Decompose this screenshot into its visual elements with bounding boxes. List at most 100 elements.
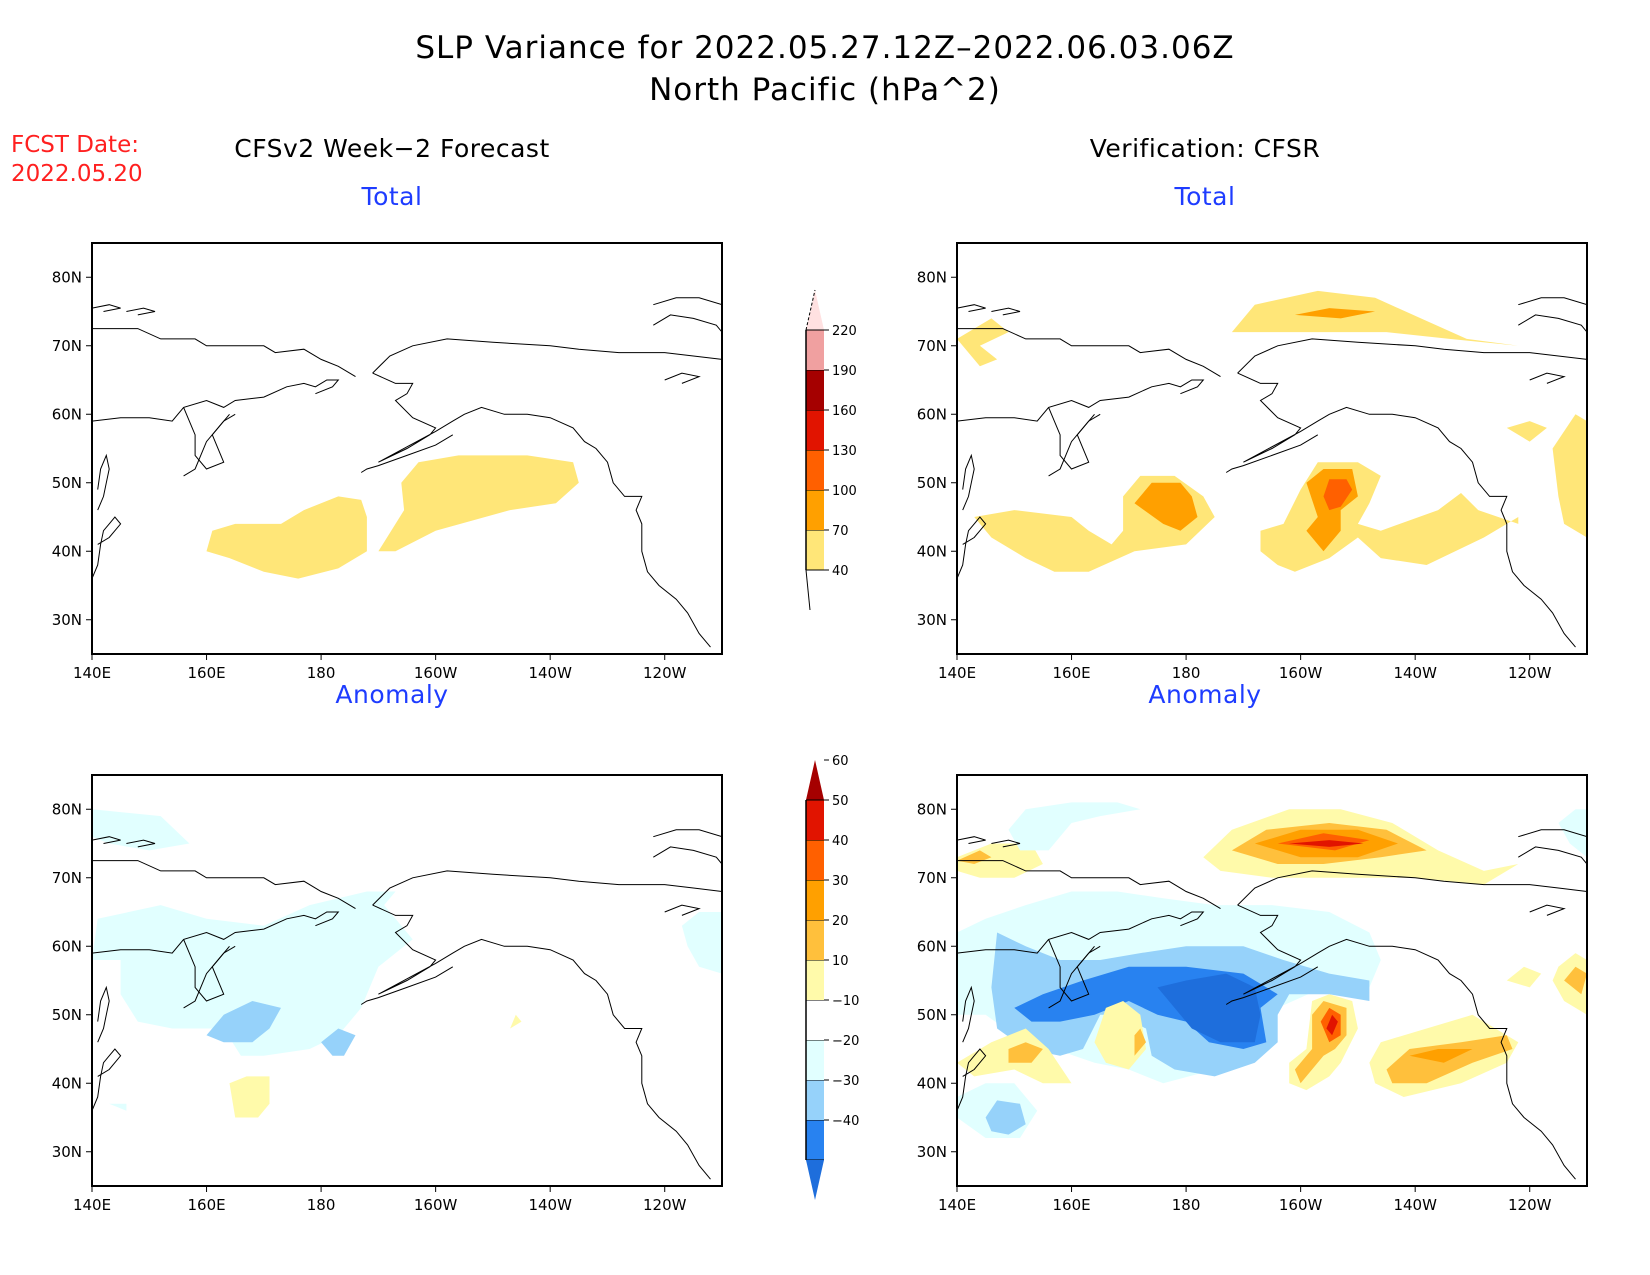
y-tick-label: 70N — [52, 869, 82, 887]
coastline — [957, 836, 986, 844]
colorbar-label: 10 — [832, 954, 849, 969]
coastline — [372, 904, 711, 1180]
coastline — [957, 328, 1221, 378]
shaded-region — [1326, 1014, 1338, 1036]
coastline — [372, 870, 722, 906]
chart-title-line2: North Pacific (hPa^2) — [649, 72, 1001, 108]
shaded-region — [1008, 802, 1141, 851]
coastline — [664, 372, 701, 384]
colorbar-segment — [806, 800, 824, 840]
colorbar-label: −10 — [832, 994, 859, 1009]
panel-title-forecast-anomaly: Anomaly — [335, 680, 449, 709]
x-tick-label: 140E — [938, 664, 976, 682]
shaded-region — [1289, 840, 1364, 847]
shaded-region — [957, 318, 1009, 367]
y-tick-label: 80N — [52, 800, 82, 818]
x-tick-label: 140W — [1393, 664, 1437, 682]
colorbar-label: 70 — [832, 524, 849, 539]
coastline — [653, 829, 722, 838]
y-tick-label: 40N — [52, 1074, 82, 1092]
x-tick-label: 120W — [643, 1196, 687, 1214]
y-tick-label: 50N — [917, 1006, 947, 1024]
x-tick-label: 160E — [1052, 664, 1090, 682]
coastline — [372, 338, 722, 374]
shaded-region — [1134, 1028, 1146, 1056]
x-tick-label: 180 — [307, 1196, 336, 1214]
x-tick-label: 140E — [73, 664, 111, 682]
shaded-region — [985, 1100, 1026, 1135]
coastline — [991, 307, 1021, 316]
shaded-region — [206, 1001, 281, 1043]
colorbar-segment — [806, 880, 824, 920]
colorbar-label: 20 — [832, 914, 849, 929]
coastline — [92, 328, 356, 378]
shaded-region — [321, 1028, 356, 1056]
coastline — [664, 904, 701, 916]
y-tick-label: 50N — [917, 474, 947, 492]
coastline — [962, 453, 975, 511]
coastline — [1237, 338, 1587, 374]
shaded-region — [1134, 482, 1198, 531]
colorbar-segment — [806, 1000, 824, 1040]
x-tick-label: 160E — [187, 664, 225, 682]
shaded-region — [510, 1014, 522, 1029]
shaded-region — [1094, 1001, 1146, 1070]
y-tick-label: 50N — [52, 474, 82, 492]
colorbar-label: 160 — [832, 404, 857, 419]
map-panel-verification-total: 30N 40N 50N 60N 70N 80N 140E 160E 180 160W 140W 120… — [917, 242, 1588, 682]
coastline — [957, 379, 1205, 422]
coastline — [372, 372, 711, 648]
colorbar-extension-outline — [805, 289, 816, 331]
coastline — [126, 839, 156, 848]
x-tick-label: 120W — [1508, 664, 1552, 682]
x-tick-label: 140W — [528, 1196, 572, 1214]
column-title-forecast: CFSv2 Week−2 Forecast — [234, 134, 550, 163]
colorbar-upper-extension — [806, 290, 824, 330]
shaded-region — [1558, 809, 1587, 858]
y-tick-label: 70N — [917, 337, 947, 355]
coastline — [1518, 829, 1587, 838]
colorbar-label: 190 — [832, 364, 857, 379]
y-tick-label: 80N — [52, 268, 82, 286]
shaded-region — [378, 455, 579, 552]
coastline — [92, 1048, 122, 1111]
coastline — [1237, 904, 1576, 1180]
coastline — [126, 307, 156, 316]
x-tick-label: 160W — [1279, 664, 1323, 682]
colorbar-label: −30 — [832, 1074, 859, 1089]
coastline — [1529, 372, 1566, 384]
y-tick-label: 70N — [917, 869, 947, 887]
x-tick-label: 160W — [414, 664, 458, 682]
y-tick-label: 60N — [52, 405, 82, 423]
shaded-region — [681, 912, 722, 974]
panel-title-verification-anomaly: Anomaly — [1148, 680, 1262, 709]
coastline — [957, 304, 986, 312]
shaded-region — [109, 1103, 127, 1111]
colorbar-segment — [806, 410, 824, 450]
coastline — [653, 314, 722, 333]
colorbar-label: 60 — [832, 754, 849, 769]
colorbar-segment — [806, 840, 824, 880]
coastline — [1237, 870, 1587, 906]
fcst-date-label: FCST Date: — [11, 132, 139, 158]
map-frame — [956, 774, 1588, 1187]
x-tick-label: 120W — [643, 664, 687, 682]
colorbar-segment — [806, 530, 824, 570]
coastline — [957, 911, 1205, 954]
x-tick-label: 120W — [1508, 1196, 1552, 1214]
shaded-region — [206, 496, 367, 579]
colorbar-segment — [806, 330, 824, 370]
colorbar-lower-extension — [806, 1160, 824, 1200]
map-panel-forecast-anomaly: 30N 40N 50N 60N 70N 80N 140E 160E 180 160W 140W 120… — [52, 774, 723, 1214]
coastline — [1529, 904, 1566, 916]
x-tick-label: 160E — [1052, 1196, 1090, 1214]
shaded-region — [1323, 479, 1353, 511]
shaded-region — [1506, 966, 1542, 988]
colorbar-label: 30 — [832, 874, 849, 889]
coastline — [183, 945, 230, 1009]
coastline — [97, 985, 110, 1043]
colorbar-segment — [806, 960, 824, 1000]
coastline — [92, 516, 122, 579]
coastline — [991, 839, 1021, 848]
